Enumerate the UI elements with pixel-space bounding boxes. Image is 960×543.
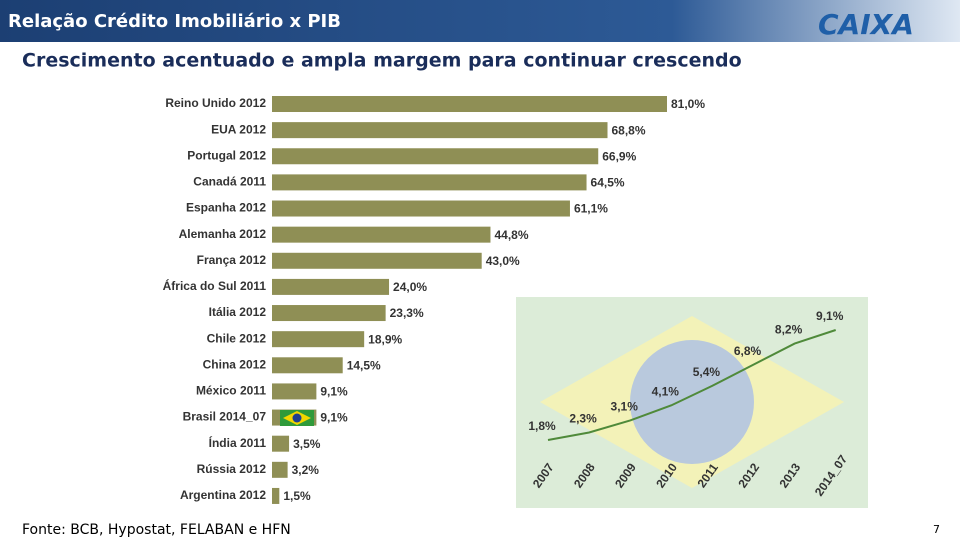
value-label: 44,8% xyxy=(494,228,528,242)
category-label: China 2012 xyxy=(203,357,267,371)
category-label: Alemanha 2012 xyxy=(179,227,267,241)
value-label: 8,2% xyxy=(775,323,803,337)
bar xyxy=(272,174,587,191)
bar xyxy=(272,278,390,295)
category-label: EUA 2012 xyxy=(211,122,266,136)
category-label: Canadá 2011 xyxy=(193,175,266,189)
category-label: Reino Unido 2012 xyxy=(165,96,266,110)
value-label: 4,1% xyxy=(652,385,680,399)
header-bar xyxy=(0,0,960,42)
value-label: 1,5% xyxy=(283,489,311,503)
value-label: 61,1% xyxy=(574,202,608,216)
bar xyxy=(272,435,290,452)
category-label: Chile 2012 xyxy=(207,331,267,345)
value-label: 9,1% xyxy=(320,411,348,425)
category-label: Rússia 2012 xyxy=(197,462,267,476)
category-label: Espanha 2012 xyxy=(186,201,266,215)
bar xyxy=(272,226,491,243)
value-label: 18,9% xyxy=(368,332,402,346)
value-label: 64,5% xyxy=(591,176,625,190)
value-label: 3,5% xyxy=(293,437,321,451)
value-label: 6,8% xyxy=(734,344,762,358)
value-label: 3,1% xyxy=(611,400,639,414)
value-label: 5,4% xyxy=(693,365,721,379)
value-label: 68,8% xyxy=(612,123,646,137)
value-label: 66,9% xyxy=(602,149,636,163)
bar xyxy=(272,148,599,165)
inset-background xyxy=(516,297,868,508)
brazil-flag-icon xyxy=(280,410,314,426)
category-label: Índia 2011 xyxy=(209,435,267,450)
value-label: 81,0% xyxy=(671,97,705,111)
bar xyxy=(272,305,386,322)
category-label: México 2011 xyxy=(196,384,266,398)
subtitle: Crescimento acentuado e ampla margem par… xyxy=(22,50,742,72)
value-label: 9,1% xyxy=(816,309,844,323)
value-label: 1,8% xyxy=(528,419,556,433)
category-label: Itália 2012 xyxy=(209,305,267,319)
bar xyxy=(272,252,482,269)
bar xyxy=(272,357,343,374)
value-label: 43,0% xyxy=(486,254,520,268)
bar xyxy=(272,487,280,504)
value-label: 14,5% xyxy=(347,358,381,372)
category-label: Argentina 2012 xyxy=(180,488,266,502)
line xyxy=(547,329,837,441)
category-label: Brasil 2014_07 xyxy=(183,410,267,424)
category-label: França 2012 xyxy=(197,253,267,267)
bar xyxy=(272,331,365,348)
value-label: 2,3% xyxy=(569,412,597,426)
value-label: 24,0% xyxy=(393,280,427,294)
value-label: 3,2% xyxy=(292,463,320,477)
source: Fonte: BCB, Hypostat, FELABAN e HFN xyxy=(22,522,291,538)
value-label: 9,1% xyxy=(320,385,348,399)
page-number: 7 xyxy=(933,523,940,536)
value-label: 23,3% xyxy=(390,306,424,320)
bar xyxy=(272,383,317,400)
bar xyxy=(272,461,288,478)
logo: CAIXA xyxy=(818,8,914,41)
category-label: África do Sul 2011 xyxy=(163,278,267,293)
category-label: Portugal 2012 xyxy=(187,148,266,162)
bar xyxy=(272,122,608,139)
bar xyxy=(272,200,570,217)
bar xyxy=(272,96,667,112)
header-title: Relação Crédito Imobiliário x PIB xyxy=(8,11,341,32)
